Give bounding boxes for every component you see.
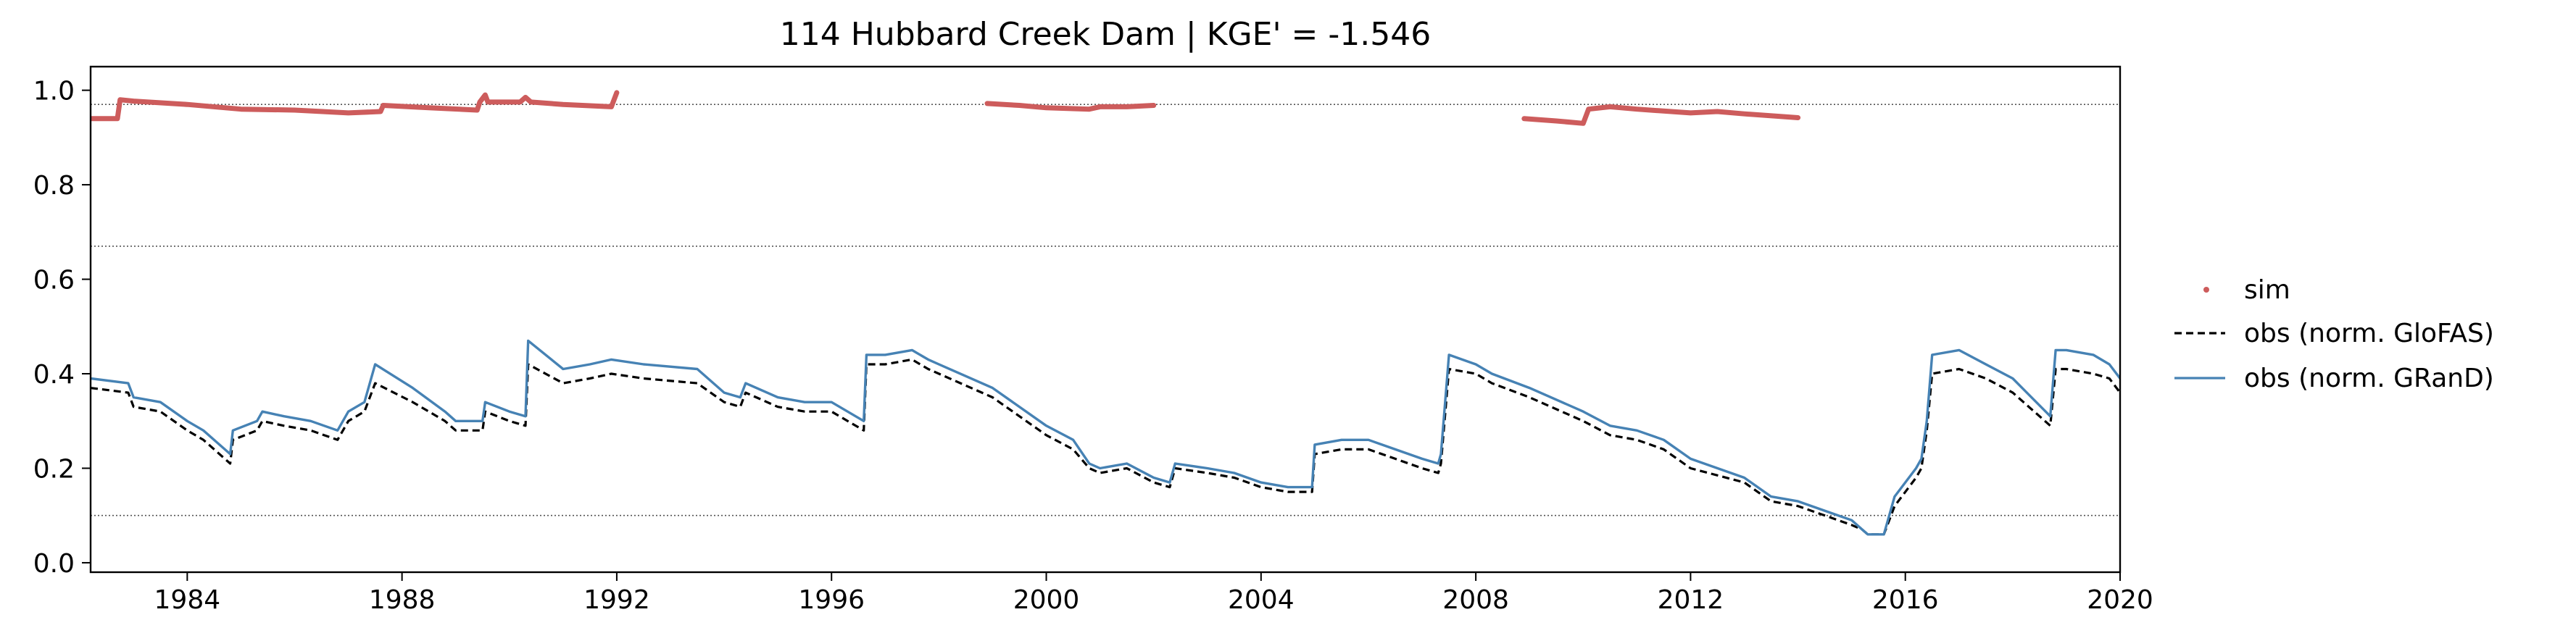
x-tick-label-2008: 2008: [1442, 585, 1509, 615]
y-tick-label-2: 0.4: [33, 360, 75, 390]
legend-label-1: obs (norm. GloFAS): [2244, 319, 2494, 348]
y-tick-label-4: 0.8: [33, 171, 75, 201]
x-tick-label-1984: 1984: [154, 585, 221, 615]
x-tick-label-2000: 2000: [1013, 585, 1080, 615]
x-tick-label-2004: 2004: [1228, 585, 1295, 615]
plot-frame: [89, 65, 2122, 574]
x-tick-label-2012: 2012: [1658, 585, 1724, 615]
plot-area: 1984 1988 1992 1996 2000 2004 2008 2012 2016 2020…: [33, 65, 2153, 615]
legend-label-2: obs (norm. GRanD): [2244, 364, 2494, 393]
x-tick-label-1992: 1992: [583, 585, 650, 615]
y-tick-label-3: 0.6: [33, 266, 75, 296]
x-tick-label-2016: 2016: [1872, 585, 1939, 615]
y-tick-label-5: 1.0: [33, 77, 75, 106]
series-sim-segment-0: [91, 90, 620, 122]
chart-title: 114 Hubbard Creek Dam | KGE' = -1.546: [780, 16, 1431, 53]
y-tick-label-0: 0.0: [33, 549, 75, 579]
legend-label-0: sim: [2244, 275, 2290, 305]
legend: sim obs (norm. GloFAS) obs (norm. GRanD): [2174, 275, 2494, 393]
x-tick-label-1996: 1996: [798, 585, 865, 615]
legend-marker-sim: [2203, 287, 2209, 293]
data-layer: [91, 90, 2120, 536]
x-tick-label-2020: 2020: [2087, 585, 2153, 615]
series-sim-segment-1: [984, 101, 1157, 112]
y-tick-label-1: 0.2: [33, 454, 75, 484]
x-tick-label-1988: 1988: [369, 585, 436, 615]
series-sim-segment-2: [1521, 104, 1801, 126]
series-grand-line: [91, 339, 2120, 536]
